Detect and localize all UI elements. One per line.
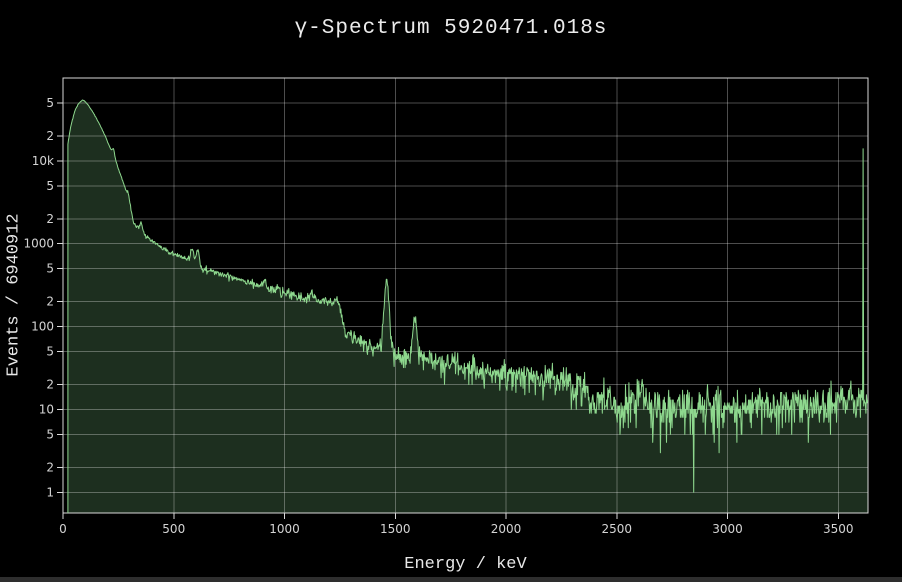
y-axis-title: Events / 6940912: [4, 213, 24, 377]
chart-title: γ-Spectrum 5920471.018s: [294, 17, 608, 40]
svg-text:2: 2: [46, 295, 54, 309]
svg-text:5: 5: [46, 96, 54, 110]
svg-text:10: 10: [39, 402, 54, 416]
svg-text:2000: 2000: [491, 522, 522, 536]
plot-frame: [62, 77, 869, 514]
svg-text:3000: 3000: [712, 522, 743, 536]
x-tick-labels: 0 500 1000 1500 2000 2500 3000 3500: [59, 522, 853, 536]
svg-text:500: 500: [162, 522, 185, 536]
svg-text:5: 5: [46, 345, 54, 359]
x-axis-title: Energy / keV: [404, 555, 527, 574]
svg-text:3500: 3500: [823, 522, 854, 536]
svg-text:5: 5: [46, 427, 54, 441]
spectrum-area: [67, 100, 868, 513]
svg-text:2: 2: [46, 129, 54, 143]
svg-text:0: 0: [59, 522, 67, 536]
svg-text:2: 2: [46, 460, 54, 474]
svg-text:10k: 10k: [32, 154, 54, 168]
svg-text:5: 5: [46, 179, 54, 193]
grid-lines: [63, 78, 868, 513]
svg-text:2: 2: [46, 212, 54, 226]
svg-text:1500: 1500: [380, 522, 411, 536]
svg-text:1000: 1000: [269, 522, 300, 536]
svg-text:1000: 1000: [23, 237, 54, 251]
svg-text:2500: 2500: [602, 522, 633, 536]
svg-text:100: 100: [31, 320, 54, 334]
tick-marks: [57, 102, 839, 519]
y-tick-labels: 1 2 5 10 2 5 100 2 5 1000 2 5 10k 2 5: [23, 96, 54, 499]
svg-text:1: 1: [46, 485, 54, 499]
svg-text:5: 5: [46, 262, 54, 276]
spectrum-series[interactable]: [67, 99, 869, 513]
window-bottom-edge: [0, 577, 902, 582]
svg-text:2: 2: [46, 378, 54, 392]
